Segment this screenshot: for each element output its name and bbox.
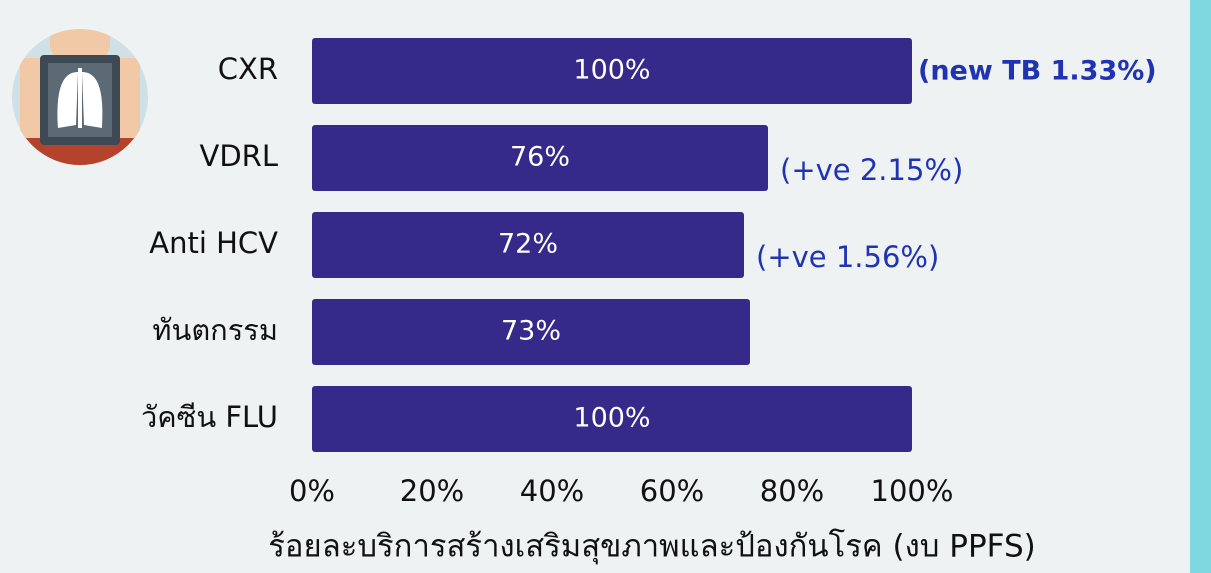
- x-tick-label: 40%: [520, 474, 584, 508]
- value-label: 72%: [498, 229, 558, 260]
- x-tick-label: 80%: [760, 474, 824, 508]
- value-label: 73%: [501, 316, 561, 347]
- y-tick-label: Anti HCV: [149, 226, 278, 260]
- x-axis-title: ร้อยละบริการสร้างเสริมสุขภาพและป้องกันโร…: [268, 529, 1035, 566]
- annotation: (+ve 1.56%): [756, 240, 939, 274]
- page: ร้อยละบริการสร้างเสริมสุขภาพและป้องกันโร…: [0, 0, 1211, 573]
- y-tick-label: CXR: [218, 52, 278, 86]
- y-tick-label: ทันตกรรม: [152, 313, 278, 347]
- x-tick-label: 20%: [400, 474, 464, 508]
- x-tick-label: 100%: [871, 474, 954, 508]
- chart: ร้อยละบริการสร้างเสริมสุขภาพและป้องกันโร…: [0, 0, 1211, 573]
- annotation: (+ve 2.15%): [780, 153, 963, 187]
- y-tick-label: VDRL: [200, 139, 278, 173]
- x-tick-label: 0%: [289, 474, 335, 508]
- y-tick-label: วัคซีน FLU: [141, 400, 278, 434]
- side-strip: [1190, 0, 1211, 573]
- value-label: 100%: [573, 55, 650, 86]
- annotation: (new TB 1.33%): [918, 56, 1157, 87]
- x-tick-label: 60%: [640, 474, 704, 508]
- value-label: 76%: [510, 142, 570, 173]
- value-label: 100%: [573, 403, 650, 434]
